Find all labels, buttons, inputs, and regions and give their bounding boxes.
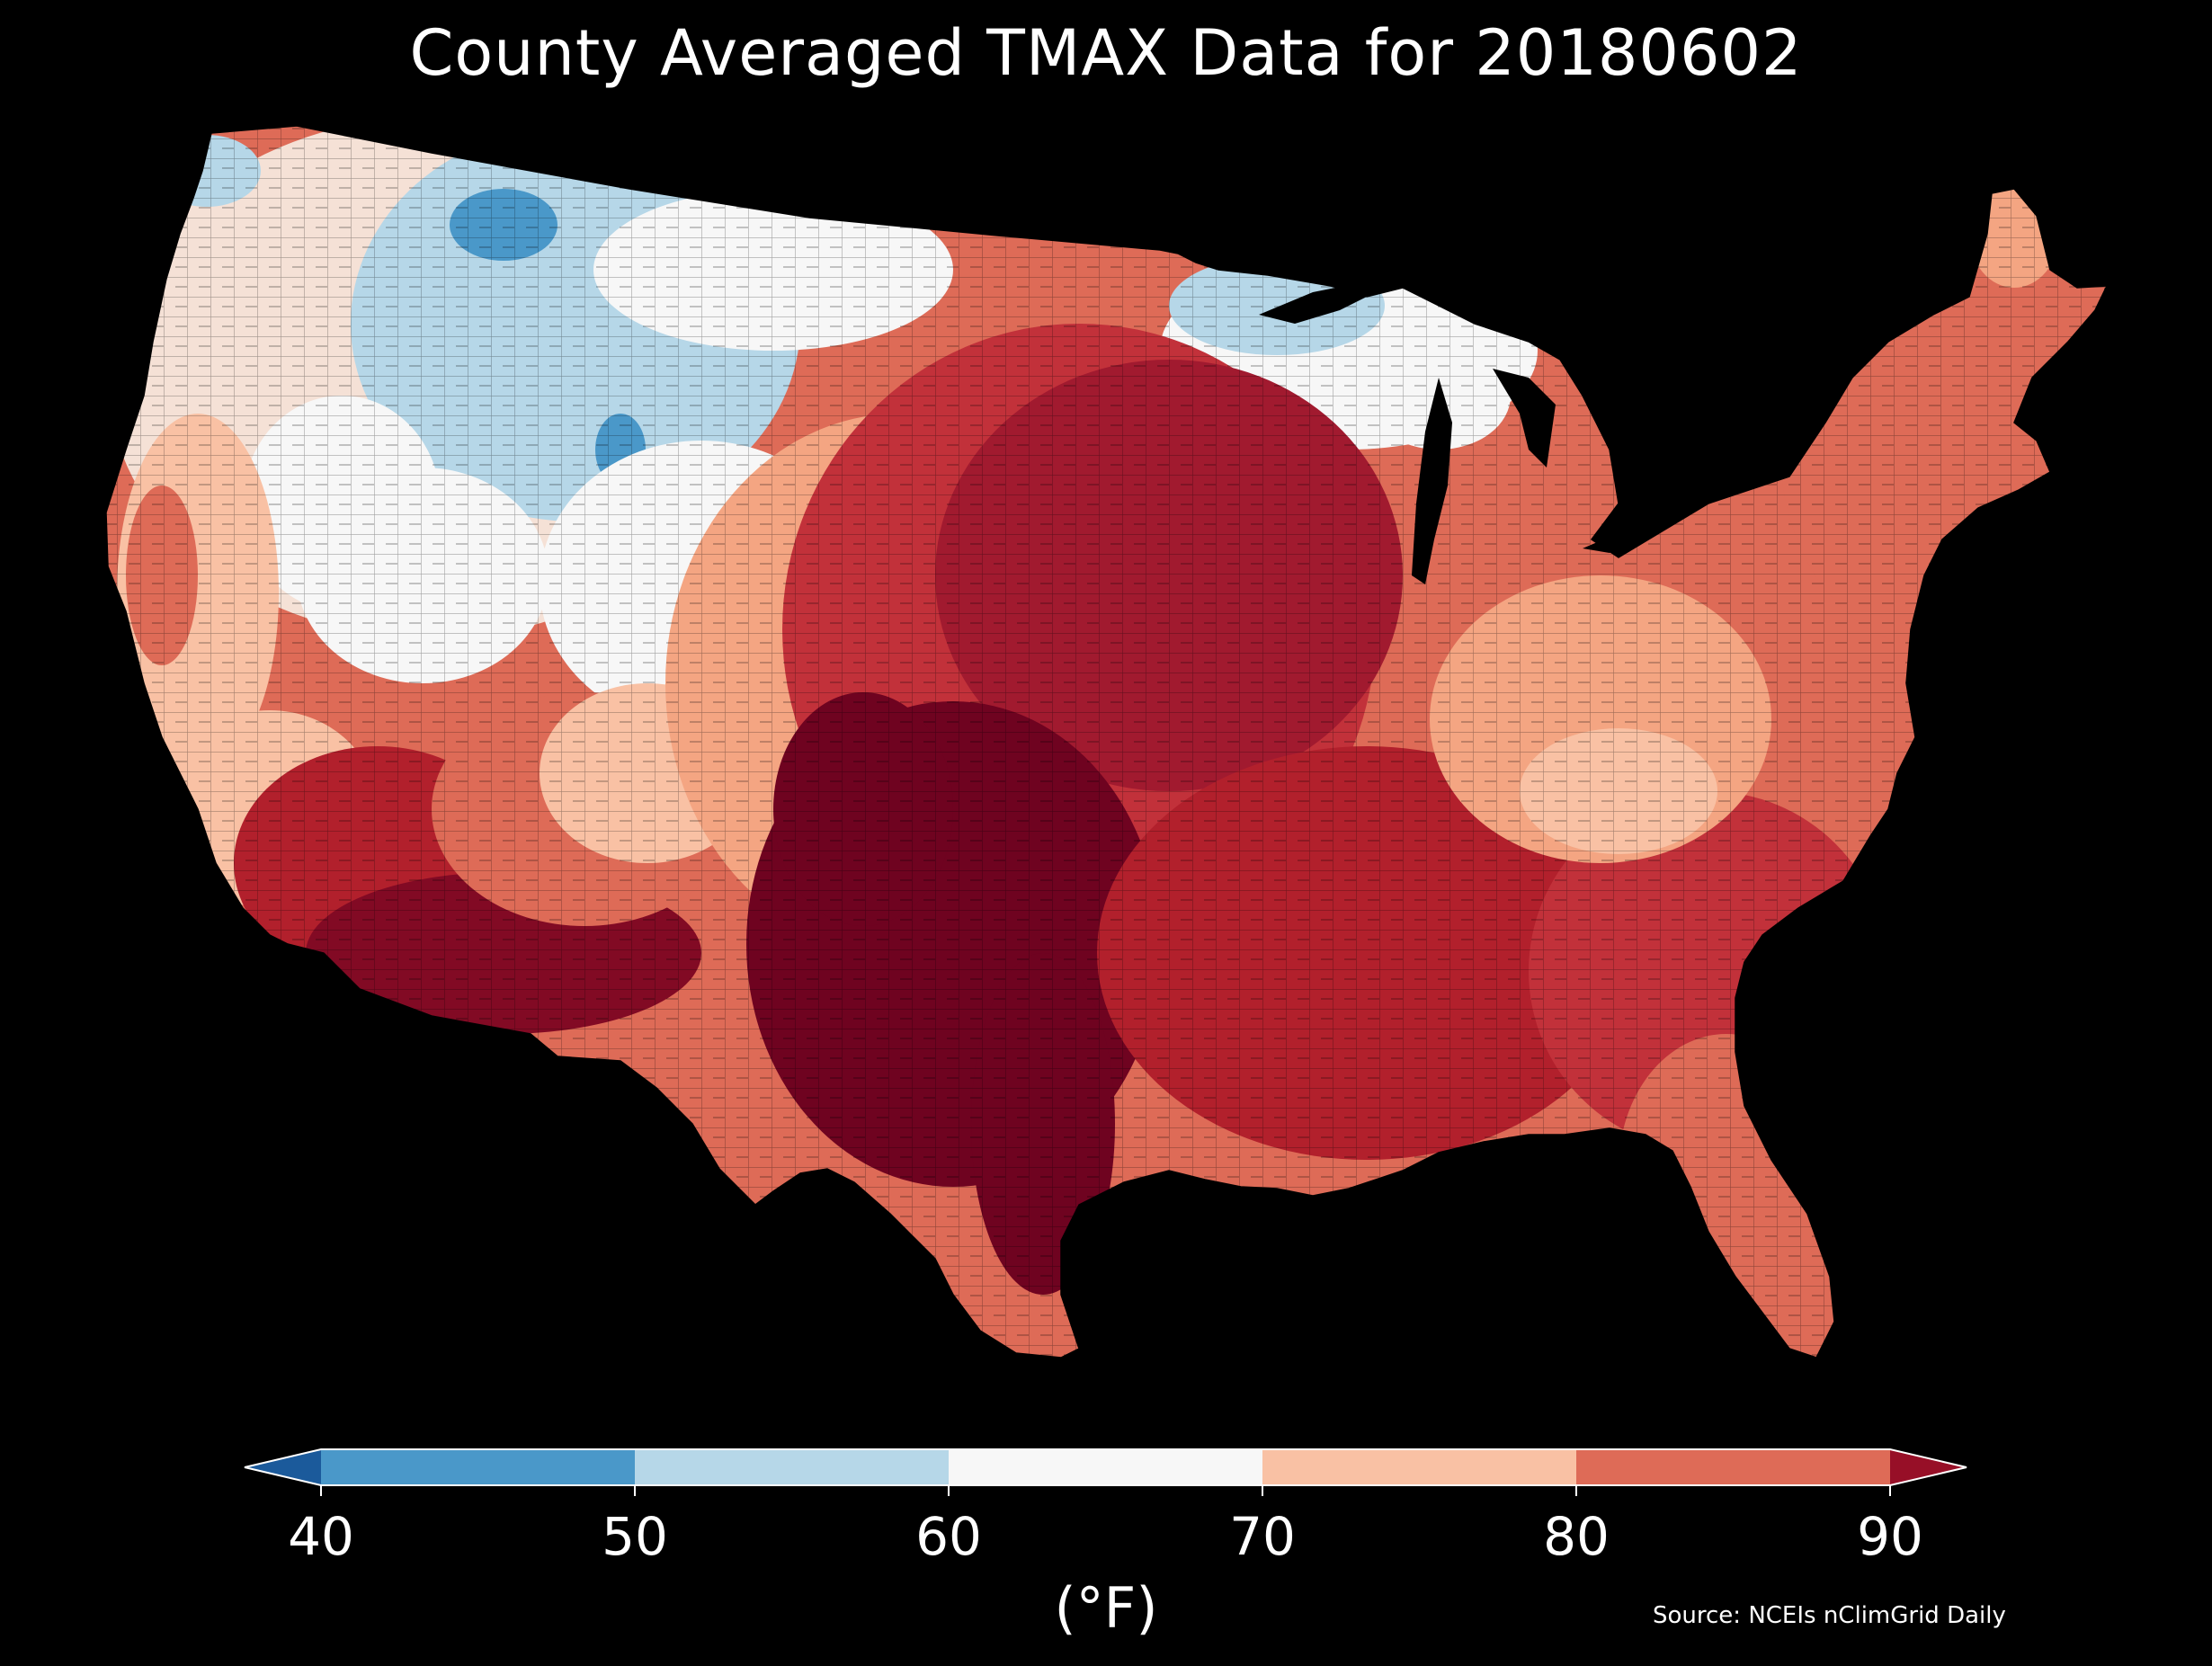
colorbar-tick-label: 70	[1229, 1506, 1296, 1567]
colorbar-unit-label: (°F)	[1054, 1575, 1158, 1641]
map-title: County Averaged TMAX Data for 20180602	[409, 16, 1803, 90]
colorbar-bin	[1576, 1449, 1890, 1485]
colorbar-bin	[635, 1449, 949, 1485]
conus-county-map	[105, 125, 2109, 1359]
colorbar-tick-label: 60	[915, 1506, 982, 1567]
colorbar-bin	[1262, 1449, 1576, 1485]
colorbar-tick-label: 40	[288, 1506, 354, 1567]
lake-erie	[1583, 508, 1690, 553]
source-credit: Source: NCEIs nClimGrid Daily	[1653, 1602, 2006, 1629]
lake-michigan	[1412, 378, 1452, 584]
colorbar-extend-high	[1890, 1449, 1967, 1485]
lake-huron	[1493, 369, 1556, 468]
colorbar-extend-low	[245, 1449, 321, 1485]
colorbar-tick-label: 90	[1857, 1506, 1923, 1567]
colorbar-bin	[321, 1449, 635, 1485]
colorbar-tick-label: 80	[1543, 1506, 1610, 1567]
lake-superior	[1259, 283, 1376, 324]
colorbar-tick-label: 50	[602, 1506, 668, 1567]
colorbar-bin	[949, 1449, 1262, 1485]
